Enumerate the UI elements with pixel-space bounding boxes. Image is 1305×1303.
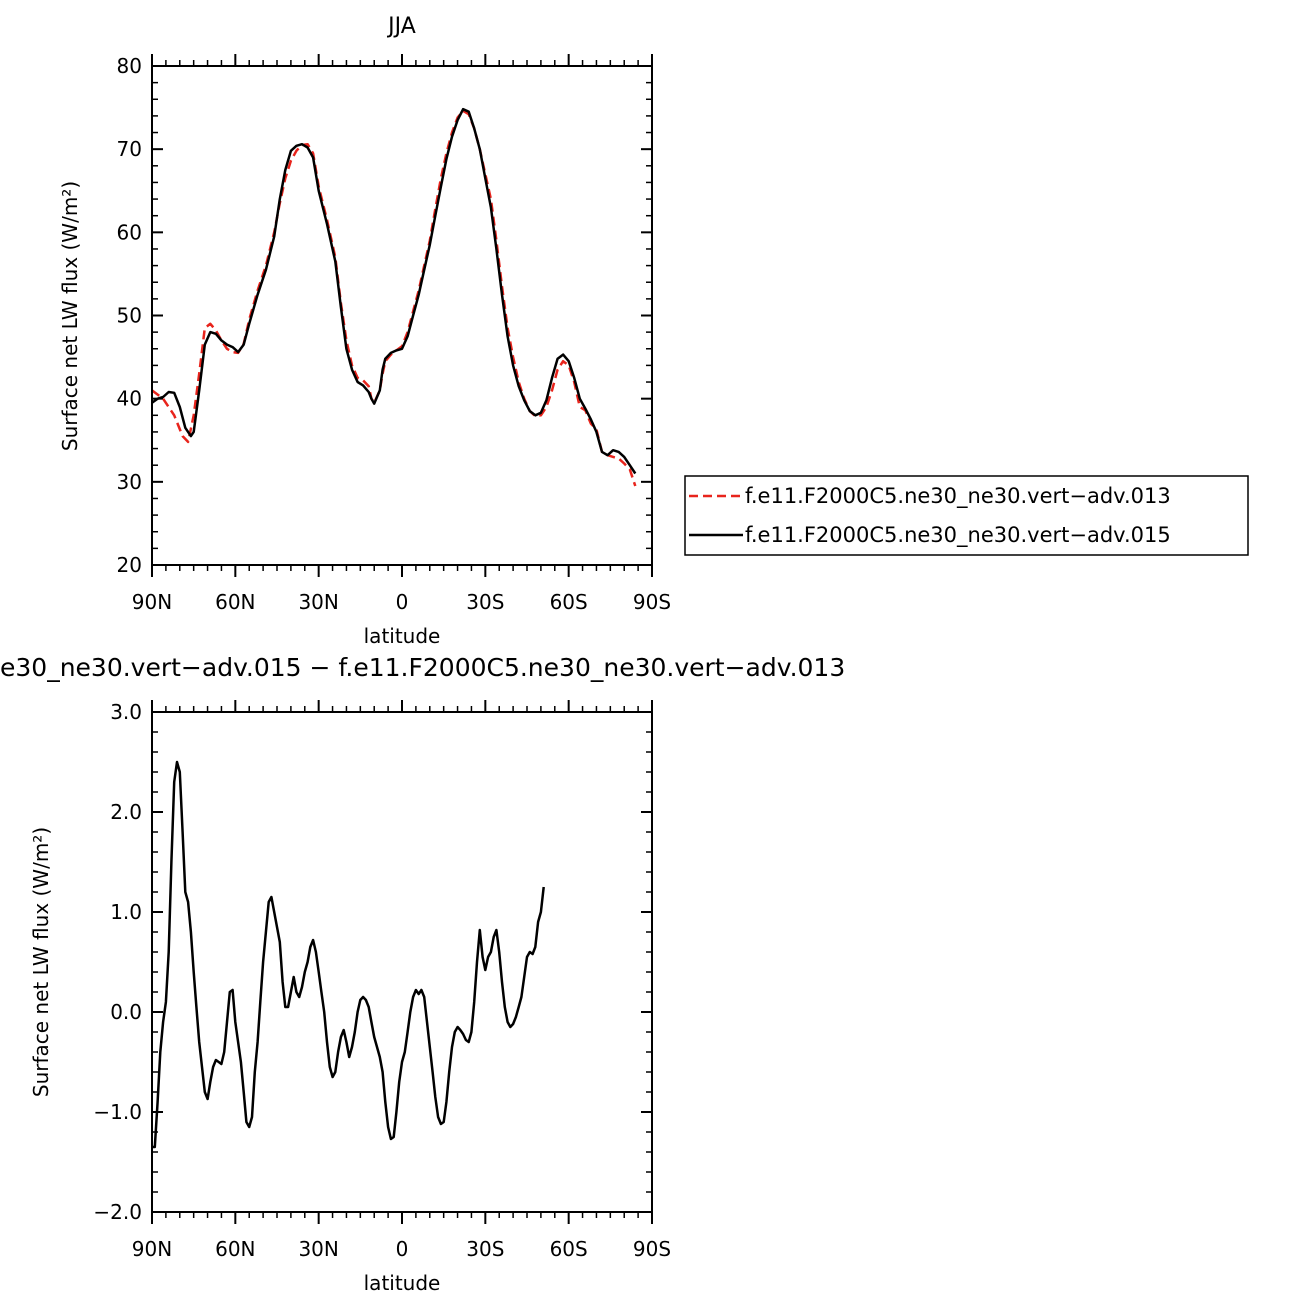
bottom-chart-xlabel: latitude [364, 1271, 441, 1295]
y-tick-label: 20 [117, 553, 142, 577]
y-tick-label: 2.0 [110, 800, 142, 824]
x-tick-label: 60S [550, 1237, 588, 1261]
y-tick-label: 0.0 [110, 1000, 142, 1024]
series-line-1 [151, 107, 637, 475]
x-tick-label: 60N [215, 1237, 255, 1261]
x-tick-label: 0 [396, 590, 409, 614]
bottom-y-tick-labels: −2.0 −1.0 0.0 1.0 2.0 3.0 [93, 700, 142, 1224]
y-tick-label: 30 [117, 470, 142, 494]
y-tick-label: −1.0 [93, 1100, 142, 1124]
x-tick-label: 30S [466, 1237, 504, 1261]
x-tick-label: 60S [550, 590, 588, 614]
y-tick-label: 3.0 [110, 700, 142, 724]
bottom-plot-frame [151, 711, 653, 1213]
x-tick-label: 60N [215, 590, 255, 614]
x-tick-label: 90N [132, 590, 172, 614]
series-line-0 [152, 760, 545, 1149]
x-tick-label: 90N [132, 1237, 172, 1261]
x-tick-label: 90S [633, 1237, 671, 1261]
top-chart-xlabel: latitude [364, 624, 441, 648]
top-chart-ylabel: Surface net LW flux (W/m²) [58, 181, 82, 451]
legend-label-015: f.e11.F2000C5.ne30_ne30.vert−adv.015 [745, 523, 1171, 548]
y-tick-label: 60 [117, 220, 142, 244]
y-tick-label: 1.0 [110, 900, 142, 924]
x-tick-label: 30S [466, 590, 504, 614]
y-tick-label: −2.0 [93, 1200, 142, 1224]
bottom-series-group [152, 760, 545, 1149]
x-tick-label: 30N [298, 590, 338, 614]
bottom-chart-title: e30_ne30.vert−adv.015 − f.e11.F2000C5.ne… [0, 653, 845, 682]
x-tick-label: 30N [298, 1237, 338, 1261]
bottom-chart-panel: e30_ne30.vert−adv.015 − f.e11.F2000C5.ne… [0, 653, 845, 1295]
y-tick-label: 70 [117, 137, 142, 161]
bottom-chart-ylabel: Surface net LW flux (W/m²) [29, 827, 53, 1097]
top-plot-frame [151, 65, 653, 566]
legend-label-013: f.e11.F2000C5.ne30_ne30.vert−adv.013 [745, 484, 1171, 509]
top-series-group [151, 107, 637, 487]
y-tick-label: 50 [117, 304, 142, 328]
x-tick-label: 0 [396, 1237, 409, 1261]
legend: f.e11.F2000C5.ne30_ne30.vert−adv.013 f.e… [684, 475, 1249, 556]
bottom-x-tick-labels: 90N 60N 30N 0 30S 60S 90S [132, 1237, 671, 1261]
top-chart-panel: JJA Surface net LW flux (W/m²) latitude … [58, 14, 671, 648]
top-chart-title: JJA [386, 14, 416, 39]
top-y-tick-labels: 20 30 40 50 60 70 80 [117, 54, 142, 577]
top-x-tick-labels: 90N 60N 30N 0 30S 60S 90S [132, 590, 671, 614]
x-tick-label: 90S [633, 590, 671, 614]
y-tick-label: 40 [117, 387, 142, 411]
y-tick-label: 80 [117, 54, 142, 78]
legend-frame [684, 475, 1249, 556]
